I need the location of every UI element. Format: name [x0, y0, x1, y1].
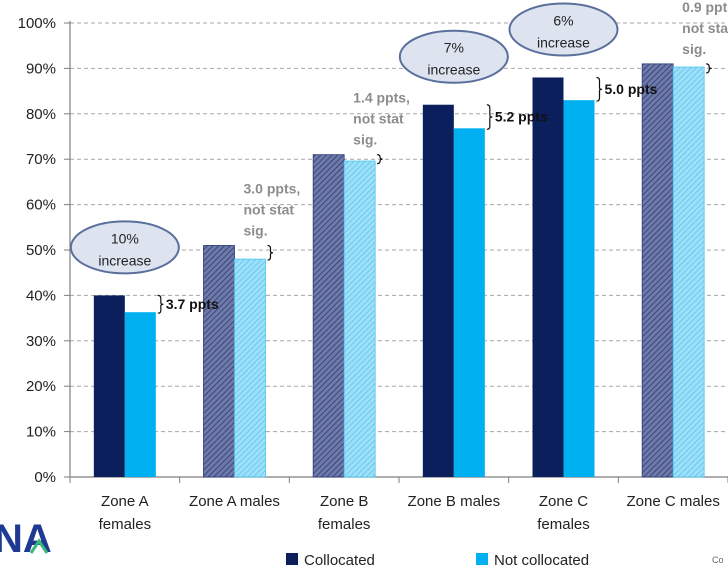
x-tick-label: females — [537, 516, 590, 533]
gap-label: 3.7 ppts — [166, 296, 219, 312]
bar-collocated — [312, 154, 345, 478]
gap-label: 0.9 ppts, — [682, 0, 728, 15]
y-tick-label: 10% — [26, 424, 56, 441]
increase-bubble-label: 6% — [553, 12, 573, 28]
increase-bubble-label: increase — [537, 34, 590, 50]
x-tick-label: Zone B — [320, 493, 368, 510]
annotations: 3.7 ppts 3.0 ppts, not stat sig. 1.4 ppts, no… — [69, 0, 728, 314]
bar-not-collocated — [672, 66, 705, 478]
increase-bubble — [69, 220, 180, 275]
x-tick-label: Zone C — [539, 493, 588, 510]
legend: Collocated Not collocated — [286, 552, 589, 569]
increase-bubble-label: increase — [427, 62, 480, 78]
x-tick-label: Zone A — [101, 493, 149, 510]
gridlines — [70, 22, 728, 433]
increase-bubble — [398, 29, 509, 84]
y-tick-label: 60% — [26, 197, 56, 214]
y-tick-label: 90% — [26, 60, 56, 77]
gap-brace — [486, 104, 493, 130]
bar-not-collocated — [234, 258, 266, 478]
gap-label: 5.2 ppts — [495, 109, 548, 125]
gap-label: sig. — [682, 41, 706, 57]
gap-label: not stat — [244, 201, 295, 217]
gap-brace — [157, 294, 164, 314]
logo: NA — [0, 517, 52, 561]
y-axis: 0% 10% 20% 30% 40% 50% 60% 70% 80% 90% 100% — [18, 15, 728, 486]
y-tick-label: 30% — [26, 333, 56, 350]
gap-label: 5.0 ppts — [605, 81, 658, 97]
x-tick-label: females — [99, 516, 152, 533]
increase-bubble — [508, 2, 619, 57]
bar-not-collocated — [453, 128, 485, 477]
gap-label: sig. — [244, 222, 268, 238]
bar-collocated — [93, 295, 125, 477]
increase-bubble-label: increase — [98, 252, 151, 268]
gap-label: 3.0 ppts, — [244, 180, 301, 196]
legend-swatch-not-collocated — [476, 553, 488, 565]
bar-collocated — [641, 63, 674, 478]
y-tick-label: 40% — [26, 287, 56, 304]
y-tick-label: 70% — [26, 151, 56, 168]
y-tick-label: 80% — [26, 106, 56, 123]
logo-text: NA — [0, 517, 52, 561]
y-tick-label: 100% — [18, 15, 56, 32]
legend-swatch-collocated — [286, 553, 298, 565]
legend-label-not-collocated: Not collocated — [494, 552, 589, 569]
increase-bubble-label: 10% — [111, 230, 139, 246]
y-tick-label: 20% — [26, 378, 56, 395]
bar-not-collocated — [124, 312, 156, 477]
corner-text: Co — [712, 555, 724, 565]
gap-brace — [596, 76, 603, 102]
x-tick-label: Zone C males — [626, 493, 719, 510]
gap-label: not stat — [353, 111, 404, 127]
y-tick-label: 0% — [34, 469, 56, 486]
y-tick-label: 50% — [26, 242, 56, 259]
gap-brace — [267, 244, 274, 261]
bar-not-collocated — [343, 160, 376, 478]
gap-label: not stat — [682, 20, 728, 36]
legend-label-collocated: Collocated — [304, 552, 375, 569]
x-tick-label: Zone B males — [408, 493, 501, 510]
gap-label: sig. — [353, 132, 377, 148]
bars — [93, 63, 705, 478]
gap-label: 1.4 ppts, — [353, 90, 410, 106]
bar-collocated — [203, 245, 235, 478]
logo-accent-icon — [29, 538, 49, 554]
increase-bubble-label: 7% — [444, 40, 464, 56]
bar-collocated — [532, 77, 564, 477]
x-axis-labels: Zone A females Zone A males Zone B females Zo… — [99, 493, 720, 533]
x-tick-label: females — [318, 516, 371, 533]
bar-collocated — [422, 104, 454, 477]
bar-not-collocated — [563, 100, 595, 478]
x-tick-label: Zone A males — [189, 493, 280, 510]
